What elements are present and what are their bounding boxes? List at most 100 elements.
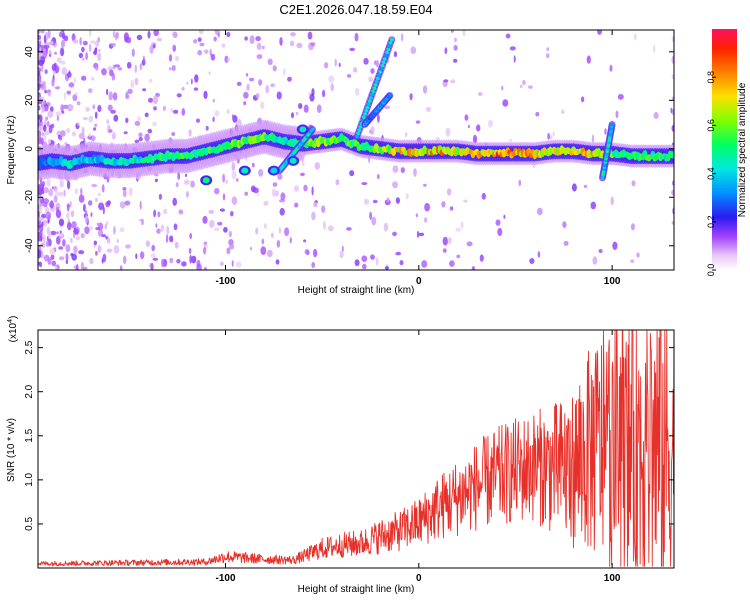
spectrogram-noise-dot	[630, 223, 635, 231]
spectrogram-noise-dot	[150, 262, 154, 270]
spectrogram-x-tick-label: 100	[604, 276, 621, 287]
spectrogram-noise-dot	[131, 48, 135, 57]
spectrogram-noise-dot	[372, 199, 378, 204]
spectrogram-noise-dot	[369, 211, 372, 220]
spectrogram-noise-dot	[204, 49, 209, 54]
spectrogram-branch-core	[362, 115, 366, 120]
colorbar-tick-label: 0.6	[706, 119, 716, 132]
spectrogram-noise-dot	[425, 106, 431, 112]
spectrogram-noise-dot	[289, 40, 295, 47]
spectrogram-y-tick-label: 40	[24, 46, 35, 58]
spectrogram-noise-dot	[671, 35, 674, 43]
spectrogram-noise-dot	[563, 240, 569, 246]
spectrogram-noise-dot	[354, 87, 360, 96]
spectrogram-noise-dot	[41, 213, 47, 219]
spectrogram-noise-dot	[61, 30, 65, 33]
spectrogram-branch-core	[374, 79, 379, 84]
spectrogram-noise-dot	[83, 203, 86, 212]
spectrogram-noise-dot	[87, 135, 93, 140]
snr-y-tick-label: 1.5	[24, 428, 35, 442]
spectrogram-noise-dot	[279, 207, 285, 216]
spectrogram-noise-dot	[190, 180, 196, 188]
spectrogram-noise-dot	[295, 111, 299, 116]
spectrogram-noise-dot	[38, 82, 41, 91]
spectrogram-noise-dot	[423, 183, 427, 187]
spectrogram-noise-dot	[47, 138, 52, 145]
snr-y-tick-label: 2.5	[24, 340, 35, 354]
spectrogram-noise-dot	[421, 260, 428, 268]
spectrogram-branch-core	[355, 134, 359, 139]
spectrogram-noise-dot	[72, 94, 78, 102]
spectrogram-noise-dot	[139, 251, 145, 260]
spectrogram-noise-dot	[110, 43, 116, 47]
spectrogram-noise-dot	[376, 173, 380, 180]
spectrogram-noise-dot	[370, 68, 375, 74]
spectrogram-noise-dot	[208, 71, 211, 75]
spectrogram-noise-dot	[181, 87, 185, 91]
spectrogram-noise-dot	[289, 237, 292, 244]
spectrogram-noise-dot	[65, 252, 69, 262]
spectrogram-noise-dot	[151, 42, 157, 46]
spectrogram-blob	[270, 167, 278, 174]
spectrogram-noise-dot	[592, 256, 598, 265]
spectrogram-noise-dot	[583, 184, 588, 188]
spectrogram-noise-dot	[371, 216, 377, 226]
spectrogram-noise-dot	[296, 42, 303, 49]
spectrogram-noise-dot	[186, 81, 189, 85]
spectrogram-noise-dot	[323, 220, 326, 230]
spectrogram-branch-core	[380, 63, 385, 68]
spectrogram-noise-dot	[97, 192, 102, 197]
spectrogram-noise-dot	[481, 192, 486, 200]
spectrogram-noise-dot	[250, 185, 256, 193]
spectrogram-noise-dot	[304, 249, 310, 255]
spectrogram-noise-dot	[303, 184, 308, 192]
spectrogram-noise-dot	[222, 193, 226, 201]
spectrogram-noise-dot	[392, 165, 399, 173]
spectrogram-noise-dot	[349, 170, 355, 177]
spectrogram-noise-dot	[328, 225, 334, 232]
spectrogram-noise-dot	[51, 78, 55, 87]
spectrogram-noise-dot	[113, 245, 120, 254]
spectrogram-noise-dot	[59, 31, 63, 38]
spectrogram-noise-dot	[311, 262, 316, 268]
spectrogram-noise-dot	[258, 79, 263, 86]
spectrogram-noise-dot	[196, 118, 200, 123]
spectrogram-noise-dot	[229, 243, 235, 250]
spectrogram-noise-dot	[615, 110, 619, 119]
spectrogram-noise-dot	[59, 60, 66, 65]
spectrogram-noise-dot	[39, 217, 44, 221]
spectrogram-noise-dot	[276, 91, 282, 100]
spectrogram-noise-dot	[280, 192, 286, 201]
spectrogram-noise-dot	[202, 215, 208, 224]
spectrogram-noise-dot	[478, 92, 483, 96]
spectrogram-noise-dot	[90, 77, 95, 81]
spectrogram-noise-dot	[39, 47, 42, 52]
spectrogram-noise-dot	[61, 67, 68, 76]
spectrogram-noise-dot	[445, 127, 451, 137]
spectrogram-noise-dot	[176, 93, 182, 98]
spectrogram-noise-dot	[65, 244, 71, 253]
spectrogram-noise-dot	[174, 55, 180, 62]
spectrogram-noise-dot	[75, 235, 81, 241]
spectrogram-noise-dot	[124, 200, 131, 206]
spectrogram-noise-dot	[399, 260, 404, 266]
spectrogram-noise-dot	[298, 103, 303, 109]
spectrogram-noise-dot	[243, 91, 249, 99]
spectrogram-noise-dot	[597, 30, 602, 35]
spectrogram-noise-dot	[580, 96, 585, 103]
spectrogram-noise-dot	[58, 233, 64, 237]
spectrogram-noise-dot	[272, 182, 278, 187]
spectrogram-noise-dot	[203, 266, 208, 270]
spectrogram-noise-dot	[58, 218, 65, 227]
spectrogram-noise-dot	[136, 34, 143, 41]
spectrogram-noise-dot	[193, 39, 198, 44]
spectrogram-noise-dot	[270, 83, 275, 88]
spectrogram-noise-dot	[150, 253, 156, 258]
spectrogram-noise-dot	[338, 62, 341, 67]
spectrogram-noise-dot	[208, 209, 215, 214]
snr-y-label: SNR (10 * v/v)	[6, 418, 17, 482]
spectrogram-branch-core	[388, 41, 393, 45]
spectrogram-noise-dot	[71, 221, 77, 229]
spectrogram-noise-dot	[55, 209, 62, 219]
spectrogram-noise-dot	[255, 227, 258, 235]
